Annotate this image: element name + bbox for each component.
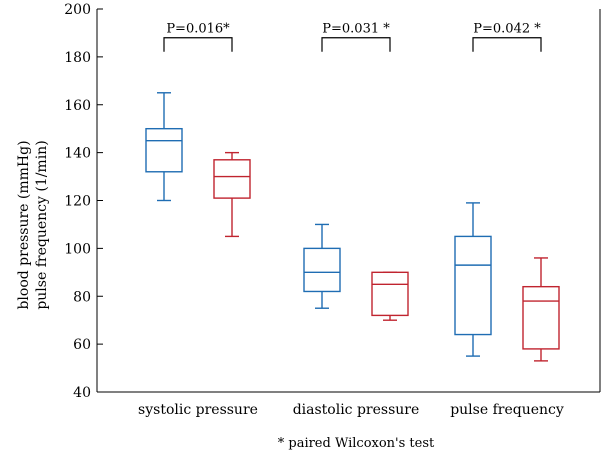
y-tick-label: 180: [64, 50, 91, 66]
y-tick-label: 160: [64, 98, 91, 114]
y-ticks: 40 60 80 100 120 140 160 180 200: [64, 2, 103, 401]
y-tick-label: 40: [73, 385, 91, 401]
box-blue: [303, 223, 341, 309]
y-tick-label: 80: [73, 289, 91, 305]
y-axis-title: blood pressure (mmHg) pulse frequency (1…: [16, 140, 50, 309]
category-label: pulse frequency: [450, 402, 564, 418]
boxes: [145, 92, 560, 362]
significance-bracket: [321, 37, 391, 52]
p-value-label: P=0.042 *: [473, 22, 541, 37]
box-blue: [454, 202, 492, 357]
significance-bracket: [472, 37, 542, 52]
box-body: [522, 285, 560, 350]
category-label: systolic pressure: [138, 402, 258, 418]
box-body: [371, 271, 409, 317]
box-blue: [145, 92, 183, 202]
footnote: * paired Wilcoxon's test: [278, 436, 435, 451]
box-body: [213, 159, 251, 199]
axes: [96, 9, 601, 393]
p-value-label: P=0.016*: [166, 22, 230, 37]
box-body: [303, 247, 341, 293]
box-red: [213, 151, 251, 238]
y-tick-label: 200: [64, 2, 91, 18]
box-red: [522, 257, 560, 362]
box-red: [371, 271, 409, 321]
category-label: diastolic pressure: [293, 402, 420, 418]
significance-brackets: P=0.016* P=0.031 * P=0.042 *: [163, 22, 542, 52]
y-tick-label: 60: [73, 337, 91, 353]
significance-bracket: [163, 37, 233, 52]
y-tick-label: 140: [64, 146, 91, 162]
y-axis-title-line-1: blood pressure (mmHg): [16, 140, 32, 309]
y-tick-label: 100: [64, 241, 91, 257]
box-body: [454, 235, 492, 336]
y-tick-label: 120: [64, 194, 91, 210]
category-labels: systolic pressure diastolic pressure pulse…: [138, 402, 564, 418]
p-value-label: P=0.031 *: [322, 22, 390, 37]
y-axis-title-line-2: pulse frequency (1/min): [34, 140, 50, 309]
box-body: [145, 127, 183, 173]
